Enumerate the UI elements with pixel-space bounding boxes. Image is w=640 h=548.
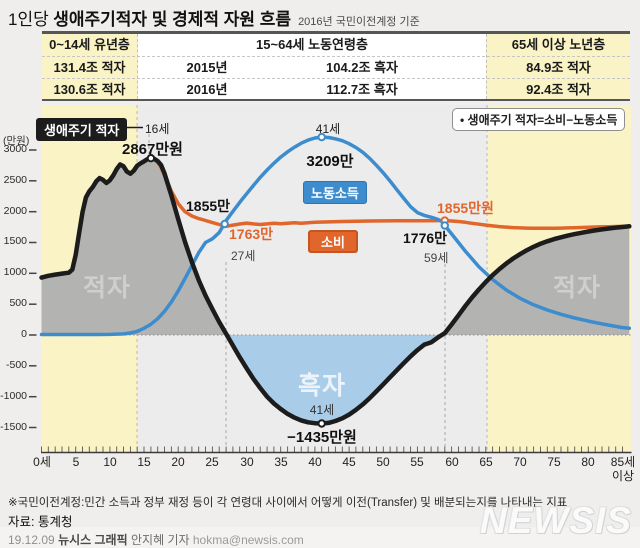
y-tick-label: 0 [21, 328, 27, 340]
deficit-area-label-left: 적자 [82, 274, 131, 302]
header-working: 15~64세 노동연령층 [256, 37, 368, 52]
data-point-marker [220, 219, 229, 229]
legend: • 생애주기 적자=소비−노동소득 [452, 108, 626, 131]
y-tick-label: 500 [9, 297, 27, 309]
income-peak-value-label: 3209만 [306, 153, 354, 170]
income-curve [39, 135, 632, 337]
axis-ticks [29, 149, 623, 453]
surplus-area-label: 흑자 [297, 372, 346, 400]
x-tick-label: 30 [240, 455, 254, 469]
deficit-curve [39, 155, 632, 426]
summary-table: 0~14세 유년층 15~64세 노동연령층 65세 이상 노년층 131.4조… [42, 31, 630, 101]
x-tick-label: 65 [479, 455, 493, 469]
y-tick-label: -1000 [0, 390, 27, 402]
lifecycle-deficit-label: 생애주기 적자 [36, 118, 128, 141]
peak-value-label: 2867만원 [122, 141, 183, 158]
x-tick-label: 70 [513, 455, 527, 469]
table-row-2016: 130.6조 적자 2016년 112.7조 흑자 92.4조 적자 [42, 78, 630, 101]
peak-age-label: 16세 [145, 122, 170, 136]
footnote: ※국민이전계정:민간 소득과 정부 재정 등이 각 연령대 사이에서 어떻게 이… [8, 497, 568, 509]
deficit-fill-right [444, 226, 630, 335]
cross59-income-label: 1776만 [403, 230, 448, 246]
child-2015: 131.4조 적자 [53, 60, 126, 75]
cross27-income-label: 1855만 [186, 198, 231, 214]
y-axis-unit: (만원) [3, 135, 30, 147]
header: 1인당 생애주기적자 및 경제적 자원 흐름 2016년 국민이전계정 기준 [8, 5, 420, 30]
x-tick-label: 85세 이상 [610, 455, 636, 483]
data-point-marker [146, 154, 156, 163]
x-tick-label: 75 [547, 455, 561, 469]
title-prefix: 1인당 [8, 10, 49, 29]
y-tick-label: 2500 [3, 174, 27, 186]
elderly-2015: 84.9조 적자 [526, 60, 591, 75]
trough-age-label: 41세 [309, 403, 335, 417]
x-tick-label: 55 [410, 455, 424, 469]
x-tick-label: 20 [171, 455, 185, 469]
y-tick-label: 3000 [3, 143, 27, 155]
income-peak-age-label: 41세 [315, 122, 341, 136]
elderly-2016: 92.4조 적자 [526, 82, 591, 97]
x-tick-label: 25 [205, 455, 219, 469]
year-2016: 2016년 [186, 82, 228, 97]
year-2015: 2015년 [186, 60, 228, 75]
header-elderly: 65세 이상 노년층 [511, 37, 606, 52]
table-header-row: 0~14세 유년층 15~64세 노동연령층 65세 이상 노년층 [42, 34, 630, 56]
table-row-2015: 131.4조 적자 2015년 104.2조 흑자 84.9조 적자 [42, 56, 630, 79]
credit-date: 19.12.09 [8, 533, 55, 547]
cross27-age-label: 27세 [231, 249, 256, 263]
table-child-band [42, 34, 138, 99]
consumption-series-label: 소비 [308, 230, 358, 253]
consumption-curve [142, 156, 632, 231]
data-point-marker [317, 132, 326, 142]
surplus-fill [226, 335, 445, 424]
x-tick-label: 40 [308, 455, 322, 469]
subtitle: 2016년 국민이전계정 기준 [298, 16, 420, 28]
y-tick-label: 2000 [3, 205, 27, 217]
credit-org: 뉴시스 그래픽 [58, 533, 128, 547]
page-title: 1인당 생애주기적자 및 경제적 자원 흐름 [8, 5, 291, 30]
credit-email: hokma@newsis.com [192, 533, 304, 547]
x-tick-label: 35 [274, 455, 288, 469]
y-tick-label: 1000 [3, 266, 27, 278]
y-tick-label: 1500 [3, 235, 27, 247]
credit-line: 19.12.09 뉴시스 그래픽 안지혜 기자 hokma@newsis.com [8, 531, 304, 548]
source-label: 자료: 통계청 [8, 515, 73, 529]
child-2016: 130.6조 적자 [53, 82, 126, 97]
x-tick-label: 5 [72, 455, 80, 469]
data-point-markers [146, 132, 449, 428]
credit-strip [0, 527, 640, 548]
y-tick-label: -500 [5, 359, 27, 371]
newsis-watermark-logo: NEWSIS [480, 500, 632, 541]
series-curves [39, 135, 632, 426]
trough-value-label: −1435만원 [287, 429, 357, 446]
income-series-label: 노동소득 [303, 181, 367, 204]
credit-reporter: 안지혜 기자 [130, 533, 190, 547]
x-tick-label: 15 [137, 455, 151, 469]
x-tick-label: 0세 [33, 455, 51, 469]
cross27-consumption-label: 1763만 [229, 226, 274, 242]
title-main: 생애주기적자 및 경제적 자원 흐름 [53, 10, 292, 29]
working-2015: 104.2조 흑자 [325, 60, 399, 75]
x-tick-label: 50 [376, 455, 390, 469]
deficit-area-label-right: 적자 [552, 274, 601, 302]
x-tick-label: 10 [103, 455, 117, 469]
table-elderly-band [486, 34, 630, 99]
data-point-marker [317, 419, 326, 428]
cross59-age-label: 59세 [424, 251, 449, 265]
x-tick-label: 45 [342, 455, 356, 469]
cross59-consumption-label: 1855만원 [437, 200, 494, 216]
x-tick-label: 80 [581, 455, 595, 469]
data-point-marker [440, 221, 449, 230]
working-2016: 112.7조 흑자 [326, 82, 398, 97]
x-tick-label: 60 [445, 455, 459, 469]
y-tick-label: -1500 [0, 421, 27, 433]
header-child: 0~14세 유년층 [49, 37, 130, 52]
